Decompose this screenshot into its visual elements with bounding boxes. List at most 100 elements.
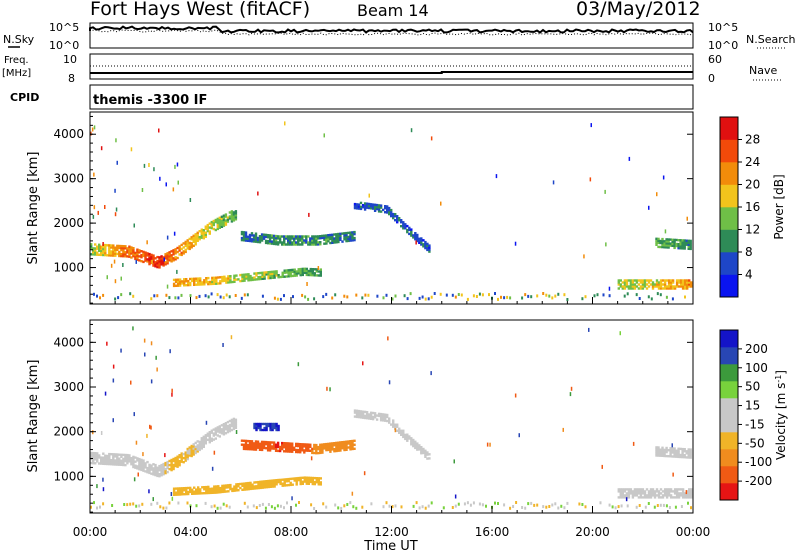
velocity-cell xyxy=(212,428,215,431)
velocity-cell xyxy=(339,445,342,448)
velocity-cell xyxy=(142,465,145,468)
velocity-cell xyxy=(675,451,678,454)
velocity-cell xyxy=(114,453,117,456)
velocity-cell xyxy=(230,428,234,432)
velocity-cell xyxy=(293,477,296,480)
power-cell xyxy=(663,242,666,245)
power-cell xyxy=(319,237,322,240)
power-cell xyxy=(104,251,107,255)
power-cell xyxy=(278,239,282,242)
velocity-cell xyxy=(172,487,176,490)
power-cell xyxy=(661,239,664,243)
power-cell xyxy=(252,240,256,243)
velocity-cell xyxy=(275,426,278,430)
power-cell xyxy=(665,246,668,249)
velocity-cell xyxy=(126,453,129,457)
power-cell xyxy=(126,251,129,254)
velocity-cell xyxy=(349,444,352,447)
velocity-cell xyxy=(295,503,297,507)
power-cell xyxy=(176,278,180,281)
velocity-cell xyxy=(303,478,306,481)
velocity-cell xyxy=(261,482,264,485)
power-cell xyxy=(234,216,238,219)
velocity-cell xyxy=(315,443,318,447)
velocity-cell xyxy=(219,506,222,510)
velocity-cell xyxy=(353,447,356,450)
velocity-cell xyxy=(272,443,276,446)
power-cell xyxy=(193,281,196,284)
power-cell xyxy=(663,287,667,290)
velocity-cell xyxy=(266,449,270,452)
power-cell xyxy=(266,242,270,245)
velocity-cell xyxy=(269,426,272,430)
velocity-cell xyxy=(355,506,358,510)
colorbar-tick-label: 15 xyxy=(745,399,760,413)
power-cell xyxy=(657,283,661,286)
velocity-cell xyxy=(688,488,691,491)
velocity-cell xyxy=(375,418,379,421)
velocity-cell xyxy=(118,463,121,466)
power-cell xyxy=(663,279,667,282)
power-cell xyxy=(295,274,298,277)
power-cell xyxy=(274,242,278,246)
velocity-cell xyxy=(649,488,653,491)
velocity-cell xyxy=(619,492,622,495)
velocity-cell xyxy=(281,445,284,449)
power-cell xyxy=(276,237,280,240)
velocity-cell xyxy=(182,452,185,456)
velocity-cell xyxy=(178,454,181,457)
velocity-cell xyxy=(309,445,312,448)
power-cell xyxy=(150,255,153,259)
velocity-cell xyxy=(655,488,659,491)
velocity-cell xyxy=(174,456,177,460)
power-cell xyxy=(176,280,180,283)
velocity-cell xyxy=(197,492,200,495)
power-cell xyxy=(252,238,256,241)
velocity-cell xyxy=(190,446,193,450)
power-cell xyxy=(274,238,278,242)
power-cell xyxy=(327,234,330,237)
velocity-cell xyxy=(295,481,298,484)
power-cell xyxy=(635,279,639,282)
power-cell xyxy=(156,261,159,265)
power-cell xyxy=(156,294,159,298)
power-cell xyxy=(116,244,119,248)
power-cell xyxy=(667,238,670,241)
colorbar-segment xyxy=(720,398,738,416)
power-cell xyxy=(146,258,149,261)
velocity-cell xyxy=(416,442,419,445)
velocity-cell xyxy=(114,459,117,462)
power-cell xyxy=(248,239,252,243)
velocity-cell xyxy=(326,386,328,391)
power-cell xyxy=(420,237,423,240)
power-cell xyxy=(234,210,238,213)
power-cell xyxy=(331,237,334,240)
power-cell xyxy=(327,236,330,239)
power-cell xyxy=(400,225,403,228)
power-cell xyxy=(256,240,260,244)
power-cell xyxy=(379,206,383,209)
power-cell xyxy=(331,239,334,242)
velocity-cell xyxy=(416,446,419,449)
velocity-cell xyxy=(274,445,278,448)
velocity-cell xyxy=(673,447,676,450)
power-cell xyxy=(148,262,151,266)
power-cell xyxy=(256,236,260,240)
power-cell xyxy=(584,295,587,299)
velocity-cell xyxy=(254,440,258,443)
time-tick-label: 08:00 xyxy=(274,525,309,539)
velocity-cell xyxy=(206,434,209,437)
power-cell xyxy=(301,271,304,275)
power-cell xyxy=(263,275,266,278)
power-cell xyxy=(216,221,219,225)
velocity-cell xyxy=(289,446,292,449)
power-cell xyxy=(347,235,350,239)
velocity-cell xyxy=(156,470,159,474)
power-cell xyxy=(313,239,316,242)
velocity-cell xyxy=(135,440,138,445)
power-cell xyxy=(343,234,346,237)
velocity-cell xyxy=(369,413,373,416)
velocity-cell xyxy=(689,450,692,453)
velocity-cell xyxy=(681,490,685,493)
velocity-cell xyxy=(349,440,352,443)
